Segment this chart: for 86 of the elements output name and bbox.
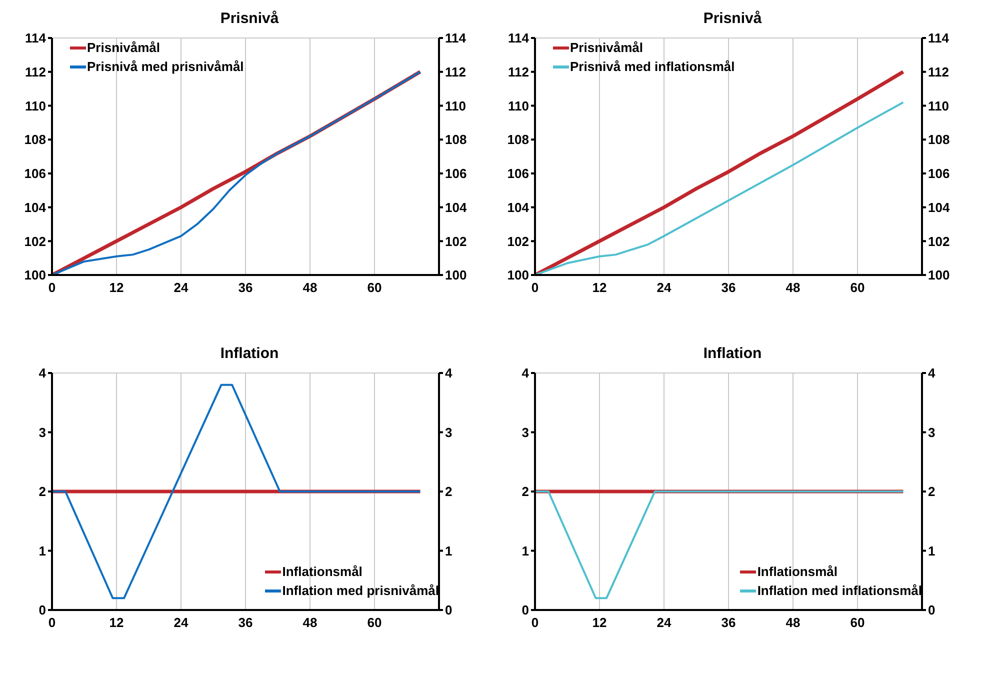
y-tick-label: 0 [38, 602, 46, 618]
y2-tick-label: 110 [445, 98, 466, 114]
y-tick-label: 110 [25, 98, 46, 114]
y2-tick-label: 108 [928, 132, 950, 148]
x-tick-label: 12 [592, 280, 607, 296]
legend-label: Inflation med inflationsmål [757, 583, 922, 598]
y2-tick-label: 108 [445, 132, 467, 148]
x-tick-label: 24 [656, 615, 672, 630]
y2-tick-label: 106 [928, 166, 950, 182]
line-series [535, 101, 904, 275]
y-tick-label: 3 [38, 424, 46, 440]
x-tick-label: 48 [786, 280, 800, 296]
y2-tick-label: 100 [445, 268, 467, 283]
y-tick-label: 104 [24, 200, 47, 215]
y-tick-label: 106 [507, 166, 529, 182]
y2-tick-label: 3 [928, 424, 936, 440]
y2-tick-label: 114 [445, 30, 467, 46]
legend-label: Prisnivå med prisnivåmål [87, 59, 244, 74]
chart-title: Inflation [702, 345, 763, 362]
y-tick-label: 108 [24, 132, 46, 148]
chart-title: Inflation [219, 345, 280, 362]
y-tick-label: 112 [25, 64, 46, 80]
x-tick-label: 48 [302, 615, 318, 630]
x-tick-label: 24 [656, 280, 672, 296]
x-tick-label: 24 [174, 615, 189, 630]
y-tick-label: 1 [38, 543, 46, 558]
legend-label: Prisnivå med inflationsmål [570, 59, 735, 74]
y-tick-label: 4 [38, 366, 47, 381]
y-tick-label: 100 [507, 268, 529, 283]
y2-tick-label: 114 [928, 30, 950, 46]
y2-tick-label: 0 [445, 602, 452, 618]
y-tick-label: 114 [25, 30, 47, 46]
y-tick-label: 2 [522, 484, 529, 500]
y-tick-label: 106 [24, 166, 46, 182]
y-tick-label: 2 [38, 484, 46, 500]
y-tick-label: 4 [522, 366, 530, 381]
x-tick-label: 12 [592, 615, 607, 630]
y-tick-label: 108 [507, 132, 529, 148]
line-series [535, 70, 905, 275]
x-tick-label: 48 [786, 615, 800, 630]
y2-tick-label: 102 [445, 234, 467, 249]
y-tick-label: 114 [508, 30, 530, 46]
x-tick-label: 36 [721, 615, 736, 630]
y2-tick-label: 4 [928, 366, 936, 381]
y-tick-label: 104 [507, 200, 530, 215]
x-tick-label: 60 [367, 615, 382, 630]
y-tick-label: 112 [508, 64, 529, 80]
y-tick-label: 110 [508, 98, 529, 114]
x-tick-label: 12 [109, 615, 124, 630]
y2-tick-label: 110 [928, 98, 949, 114]
x-tick-label: 12 [109, 280, 124, 296]
x-tick-label: 60 [850, 615, 865, 630]
y2-tick-label: 104 [445, 200, 468, 215]
y2-tick-label: 2 [928, 484, 936, 500]
x-tick-label: 36 [238, 615, 253, 630]
y2-tick-label: 112 [928, 64, 949, 80]
y2-tick-label: 1 [445, 543, 452, 558]
y2-tick-label: 4 [445, 366, 453, 381]
x-tick-label: 24 [174, 280, 189, 296]
legend-label: Inflation med prisnivåmål [282, 583, 439, 598]
x-tick-label: 36 [238, 280, 253, 296]
y2-tick-label: 106 [445, 166, 467, 182]
y2-tick-label: 112 [445, 64, 466, 80]
y2-tick-label: 2 [445, 484, 452, 500]
y-tick-label: 102 [24, 234, 46, 249]
y2-tick-label: 100 [928, 268, 950, 283]
y2-tick-label: 104 [928, 200, 950, 215]
y2-tick-label: 3 [445, 424, 452, 440]
y-tick-label: 100 [24, 268, 46, 283]
x-tick-label: 60 [367, 280, 382, 296]
legend-label: Prisnivåmål [87, 40, 160, 55]
y2-tick-label: 102 [928, 234, 950, 249]
y-tick-label: 3 [522, 424, 529, 440]
y2-tick-label: 0 [928, 602, 936, 618]
x-tick-label: 48 [302, 280, 318, 296]
legend-label: Prisnivåmål [570, 40, 643, 55]
chart-title: Prisnivå [702, 10, 763, 27]
y-tick-label: 102 [507, 234, 529, 249]
legend-label: Inflationsmål [282, 564, 362, 579]
y2-tick-label: 1 [928, 543, 936, 558]
legend-label: Inflationsmål [757, 564, 838, 579]
chart-title: Prisnivå [219, 10, 280, 27]
x-tick-label: 60 [850, 280, 865, 296]
x-tick-label: 36 [721, 280, 736, 296]
y-tick-label: 0 [522, 602, 529, 618]
y-tick-label: 1 [522, 543, 529, 558]
